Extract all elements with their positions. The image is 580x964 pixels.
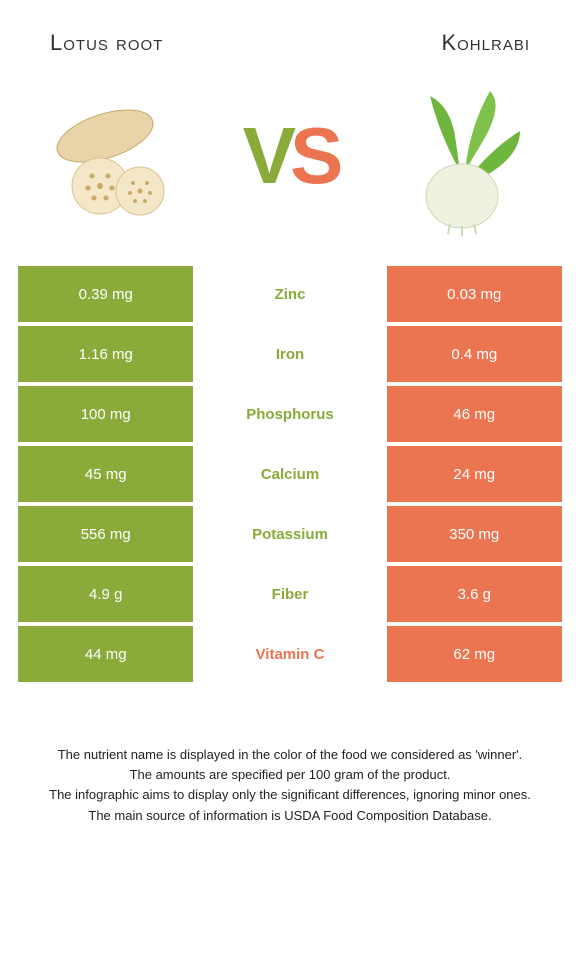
right-value: 0.4 mg: [387, 326, 562, 382]
kohlrabi-image: [380, 76, 540, 236]
right-food-title: Kohlrabi: [441, 30, 530, 56]
header: Lotus root Kohlrabi: [0, 0, 580, 66]
left-value: 4.9 g: [18, 566, 193, 622]
vs-v: V: [243, 111, 290, 200]
nutrient-name: Potassium: [193, 506, 386, 562]
nutrient-row: 0.39 mgZinc0.03 mg: [18, 266, 562, 322]
right-value: 62 mg: [387, 626, 562, 682]
nutrient-row: 4.9 gFiber3.6 g: [18, 566, 562, 622]
vs-label: VS: [243, 110, 338, 202]
hero-row: VS: [0, 66, 580, 266]
right-value: 3.6 g: [387, 566, 562, 622]
footer-line: The main source of information is USDA F…: [30, 807, 550, 825]
right-value: 46 mg: [387, 386, 562, 442]
nutrient-name: Calcium: [193, 446, 386, 502]
right-value: 350 mg: [387, 506, 562, 562]
nutrient-row: 44 mgVitamin C62 mg: [18, 626, 562, 682]
nutrient-name: Vitamin C: [193, 626, 386, 682]
nutrient-name: Zinc: [193, 266, 386, 322]
nutrient-row: 556 mgPotassium350 mg: [18, 506, 562, 562]
left-value: 100 mg: [18, 386, 193, 442]
left-value: 556 mg: [18, 506, 193, 562]
left-value: 44 mg: [18, 626, 193, 682]
left-value: 45 mg: [18, 446, 193, 502]
left-food-title: Lotus root: [50, 30, 163, 56]
lotus-root-image: [40, 76, 200, 236]
left-value: 1.16 mg: [18, 326, 193, 382]
vs-s: S: [290, 111, 337, 200]
nutrient-row: 1.16 mgIron0.4 mg: [18, 326, 562, 382]
nutrient-name: Phosphorus: [193, 386, 386, 442]
right-value: 0.03 mg: [387, 266, 562, 322]
footer-line: The infographic aims to display only the…: [30, 786, 550, 804]
footer-line: The nutrient name is displayed in the co…: [30, 746, 550, 764]
nutrient-name: Fiber: [193, 566, 386, 622]
nutrient-row: 45 mgCalcium24 mg: [18, 446, 562, 502]
footer-line: The amounts are specified per 100 gram o…: [30, 766, 550, 784]
footer-notes: The nutrient name is displayed in the co…: [0, 686, 580, 825]
nutrient-row: 100 mgPhosphorus46 mg: [18, 386, 562, 442]
right-value: 24 mg: [387, 446, 562, 502]
nutrient-table: 0.39 mgZinc0.03 mg1.16 mgIron0.4 mg100 m…: [0, 266, 580, 682]
nutrient-name: Iron: [193, 326, 386, 382]
left-value: 0.39 mg: [18, 266, 193, 322]
